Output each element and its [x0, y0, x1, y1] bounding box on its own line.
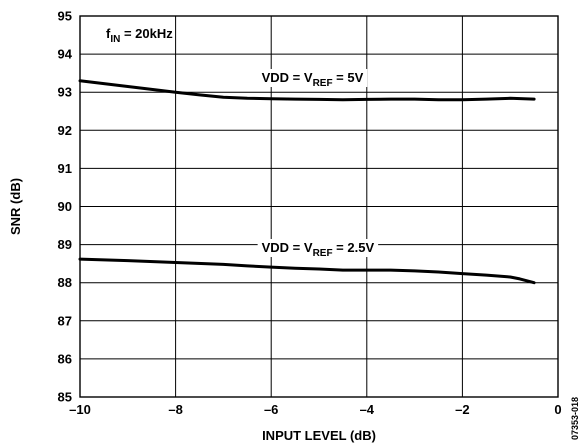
series-label-post: = 5V — [333, 70, 364, 85]
x-axis-label: INPUT LEVEL (dB) — [262, 428, 376, 443]
series-line-1 — [78, 79, 536, 102]
condition-annotation: fIN = 20kHz — [106, 26, 173, 45]
series-label-1: VDD = VREF = 5V — [262, 70, 364, 89]
series-label-background — [257, 69, 368, 87]
plot-frame — [79, 15, 559, 398]
x-tick-label: –10 — [69, 402, 91, 417]
x-tick-label: 0 — [554, 402, 561, 417]
condition-rest: = 20kHz — [120, 26, 173, 41]
x-tick-label: –4 — [360, 402, 375, 417]
series-label-post: = 2.5V — [333, 240, 375, 255]
y-tick-label: 92 — [58, 123, 72, 138]
y-tick-label: 88 — [58, 275, 72, 290]
data-series — [78, 79, 536, 285]
y-tick-label: 93 — [58, 85, 72, 100]
x-tick-labels: –10 –8 –6 –4 –2 0 — [69, 402, 561, 417]
y-axis-label: SNR (dB) — [8, 178, 23, 235]
series-label-pre: VDD = V — [262, 70, 313, 85]
condition-sub: IN — [110, 34, 120, 45]
condition-base: f — [106, 26, 111, 41]
x-tick-label: –2 — [455, 402, 469, 417]
y-tick-label: 89 — [58, 237, 72, 252]
series-label-2: VDD = VREF = 2.5V — [262, 240, 375, 259]
x-tick-label: –8 — [168, 402, 182, 417]
y-tick-label: 87 — [58, 313, 72, 328]
series-line-2 — [78, 257, 536, 285]
figure-code: 07353-018 — [570, 397, 580, 440]
y-tick-label: 86 — [58, 351, 72, 366]
y-tick-labels: 85 86 87 88 89 90 91 92 93 94 95 — [58, 9, 73, 405]
x-tick-label: –6 — [264, 402, 278, 417]
y-tick-label: 94 — [58, 47, 73, 62]
y-tick-label: 90 — [58, 199, 72, 214]
y-tick-label: 91 — [58, 161, 72, 176]
y-tick-label: 85 — [58, 390, 72, 405]
series-label-sub: REF — [313, 248, 333, 259]
series-label-pre: VDD = V — [262, 240, 313, 255]
series-label-background — [257, 239, 379, 257]
series-label-sub: REF — [313, 78, 333, 89]
y-tick-label: 95 — [58, 9, 72, 24]
